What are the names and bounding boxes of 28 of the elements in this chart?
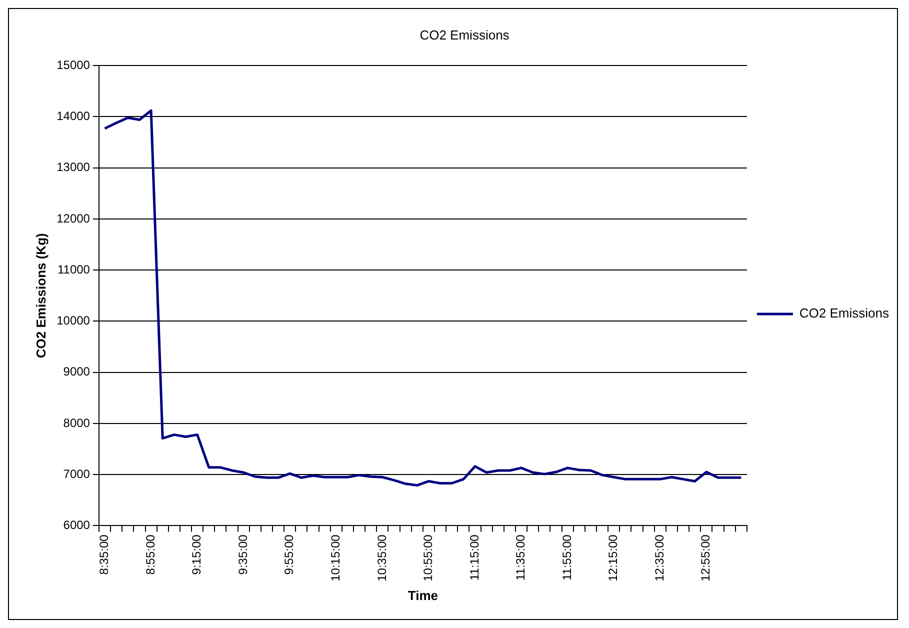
x-tick-label: 12:55:00 (698, 534, 713, 582)
y-tick-label: 15000 (56, 58, 90, 72)
x-tick-label: 10:55:00 (421, 534, 436, 582)
x-tick-label: 11:15:00 (467, 534, 482, 581)
y-tick-label: 8000 (63, 416, 90, 430)
x-tick-label: 8:35:00 (97, 534, 112, 575)
y-tick-label: 13000 (56, 160, 90, 174)
x-tick-label: 11:55:00 (560, 534, 574, 581)
x-axis-title: Time (408, 588, 438, 603)
y-tick-label: 14000 (56, 109, 90, 124)
x-tick-label: 9:15:00 (190, 534, 204, 575)
y-tick-label: 9000 (63, 364, 90, 379)
y-tick-label: 10000 (56, 314, 90, 328)
x-tick-label: 10:15:00 (328, 534, 342, 582)
x-tick-label: 12:35:00 (652, 534, 666, 582)
y-axis-title: CO2 Emissions (Kg) (33, 233, 48, 358)
y-tick-label: 6000 (63, 518, 90, 532)
x-tick-label: 11:35:00 (514, 534, 528, 581)
x-tick-label: 10:35:00 (374, 534, 389, 582)
chart-title: CO2 Emissions (420, 27, 510, 42)
x-tick-label: 9:55:00 (282, 534, 296, 575)
y-tick-label: 12000 (56, 211, 90, 226)
y-tick-label: 11000 (57, 262, 90, 276)
x-tick-label: 8:55:00 (143, 534, 158, 575)
x-tick-label: 9:35:00 (236, 534, 250, 575)
y-tick-label: 7000 (63, 466, 90, 481)
legend-label: CO2 Emissions (799, 306, 890, 321)
x-tick-label: 12:15:00 (606, 534, 620, 582)
